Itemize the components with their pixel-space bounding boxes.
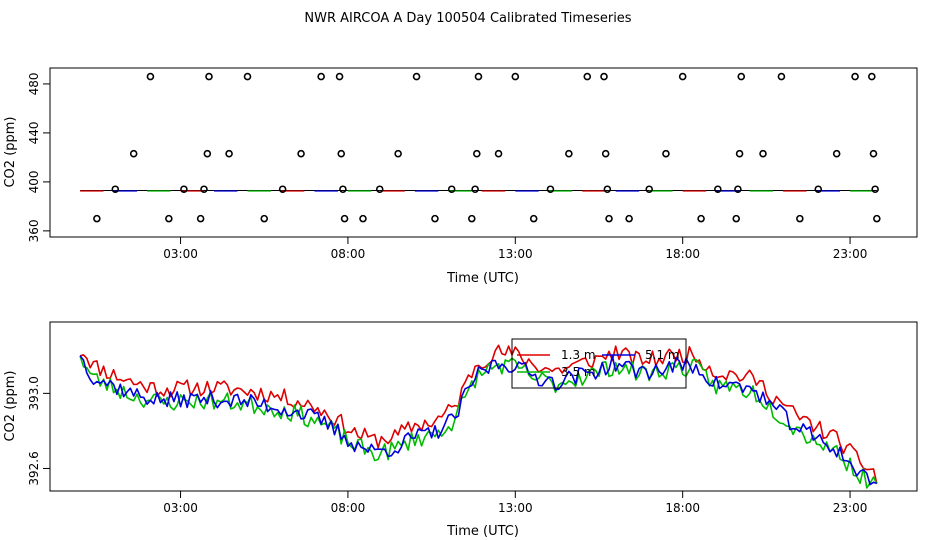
scatter-point [814, 185, 823, 194]
figure-title: NWR AIRCOA A Day 100504 Calibrated Times… [304, 11, 631, 26]
scatter-point [697, 214, 705, 223]
scatter-y-axis-label: CO2 (ppm) [3, 116, 18, 187]
scatter-point [111, 185, 120, 194]
scatter-point [645, 185, 654, 194]
scatter-point [678, 72, 687, 81]
line-y-tick-label: 392.6 [27, 451, 41, 485]
scatter-marks [80, 72, 881, 223]
line-legend: 1.3 m 3.5 m 5.1 m [511, 338, 687, 389]
scatter-point [737, 72, 746, 81]
series-line-1.3m [79, 344, 878, 484]
scatter-x-tick-label: 13:00 [498, 247, 533, 261]
scatter-point [474, 72, 483, 81]
legend-box [511, 338, 687, 389]
line-y-axis-label: CO2 (ppm) [3, 370, 18, 441]
scatter-x-tick-label: 03:00 [163, 247, 198, 261]
scatter-point [529, 214, 538, 223]
scatter-point [394, 149, 402, 158]
scatter-point [243, 72, 252, 81]
legend-label-5.1m: 5.1 m [645, 348, 680, 362]
scatter-point [735, 149, 744, 158]
scatter-point [777, 72, 786, 81]
scatter-point [868, 72, 876, 81]
scatter-point [93, 214, 101, 223]
scatter-plot-frame [49, 67, 918, 238]
scatter-point [339, 185, 347, 194]
scatter-x-tick-label: 08:00 [331, 247, 366, 261]
scatter-point [851, 72, 859, 81]
scatter-point [869, 149, 878, 158]
scatter-x-tick-label: 23:00 [833, 247, 868, 261]
scatter-point [600, 72, 608, 81]
scatter-point [146, 72, 155, 81]
scatter-point [431, 214, 439, 223]
legend-label-1.3m: 1.3 m [561, 348, 596, 362]
scatter-point [412, 72, 421, 81]
scatter-y-tick-label: 360 [27, 219, 41, 242]
scatter-point [278, 185, 287, 194]
scatter-point [603, 185, 612, 194]
scatter-x-tick-label: 18:00 [665, 247, 700, 261]
scatter-point [734, 185, 742, 194]
scatter-panel: 03:00 08:00 13:00 18:00 23:00 360 400 440 480 Ti… [3, 67, 918, 286]
scatter-point [871, 185, 879, 194]
scatter-y-tick-label: 480 [27, 72, 41, 95]
line-x-axis-label: Time (UTC) [446, 524, 519, 539]
scatter-y-tick-label: 440 [27, 121, 41, 144]
scatter-point [447, 185, 456, 194]
scatter-point [467, 214, 476, 223]
series-line-3.5m [79, 355, 878, 489]
scatter-point [340, 214, 349, 223]
legend-label-3.5m: 3.5 m [561, 365, 596, 379]
line-x-tick-label: 13:00 [498, 501, 533, 515]
scatter-point [180, 185, 188, 194]
line-panel: 03:00 08:00 13:00 18:00 23:00 392.6 393.0 1.3 … [3, 321, 918, 539]
scatter-point [601, 149, 610, 158]
scatter-y-tick-label: 400 [27, 170, 41, 193]
scatter-axes: 03:00 08:00 13:00 18:00 23:00 360 400 440 480 [27, 72, 867, 261]
scatter-point [832, 149, 841, 158]
scatter-point [759, 149, 767, 158]
scatter-point [359, 214, 367, 223]
scatter-point [662, 149, 670, 158]
scatter-point [375, 185, 384, 194]
scatter-point [494, 149, 503, 158]
scatter-point [205, 72, 213, 81]
scatter-point [225, 149, 233, 158]
scatter-point [297, 149, 305, 158]
scatter-point [605, 214, 613, 223]
scatter-point [565, 149, 573, 158]
scatter-point [583, 72, 592, 81]
scatter-point [546, 185, 555, 194]
scatter-point [200, 185, 208, 194]
line-y-tick-label: 393.0 [27, 376, 41, 410]
scatter-x-axis-label: Time (UTC) [446, 271, 519, 286]
scatter-point [796, 214, 804, 223]
scatter-point [129, 149, 138, 158]
scatter-point [471, 185, 479, 194]
line-x-tick-label: 18:00 [665, 501, 700, 515]
line-x-tick-label: 03:00 [163, 501, 198, 515]
scatter-point [165, 214, 173, 223]
line-axes: 03:00 08:00 13:00 18:00 23:00 392.6 393.0 [27, 376, 867, 515]
scatter-point [196, 214, 205, 223]
scatter-point [473, 149, 481, 158]
scatter-point [732, 214, 741, 223]
line-x-tick-label: 08:00 [331, 501, 366, 515]
scatter-point [203, 149, 212, 158]
line-marks [79, 344, 878, 489]
scatter-point [714, 185, 722, 194]
scatter-point [335, 72, 344, 81]
line-x-tick-label: 23:00 [833, 501, 868, 515]
series-line-5.1m [79, 355, 878, 486]
scatter-point [317, 72, 325, 81]
scatter-point [337, 149, 346, 158]
scatter-point [511, 72, 520, 81]
scatter-point [873, 214, 881, 223]
scatter-point [260, 214, 269, 223]
scatter-point [625, 214, 633, 223]
